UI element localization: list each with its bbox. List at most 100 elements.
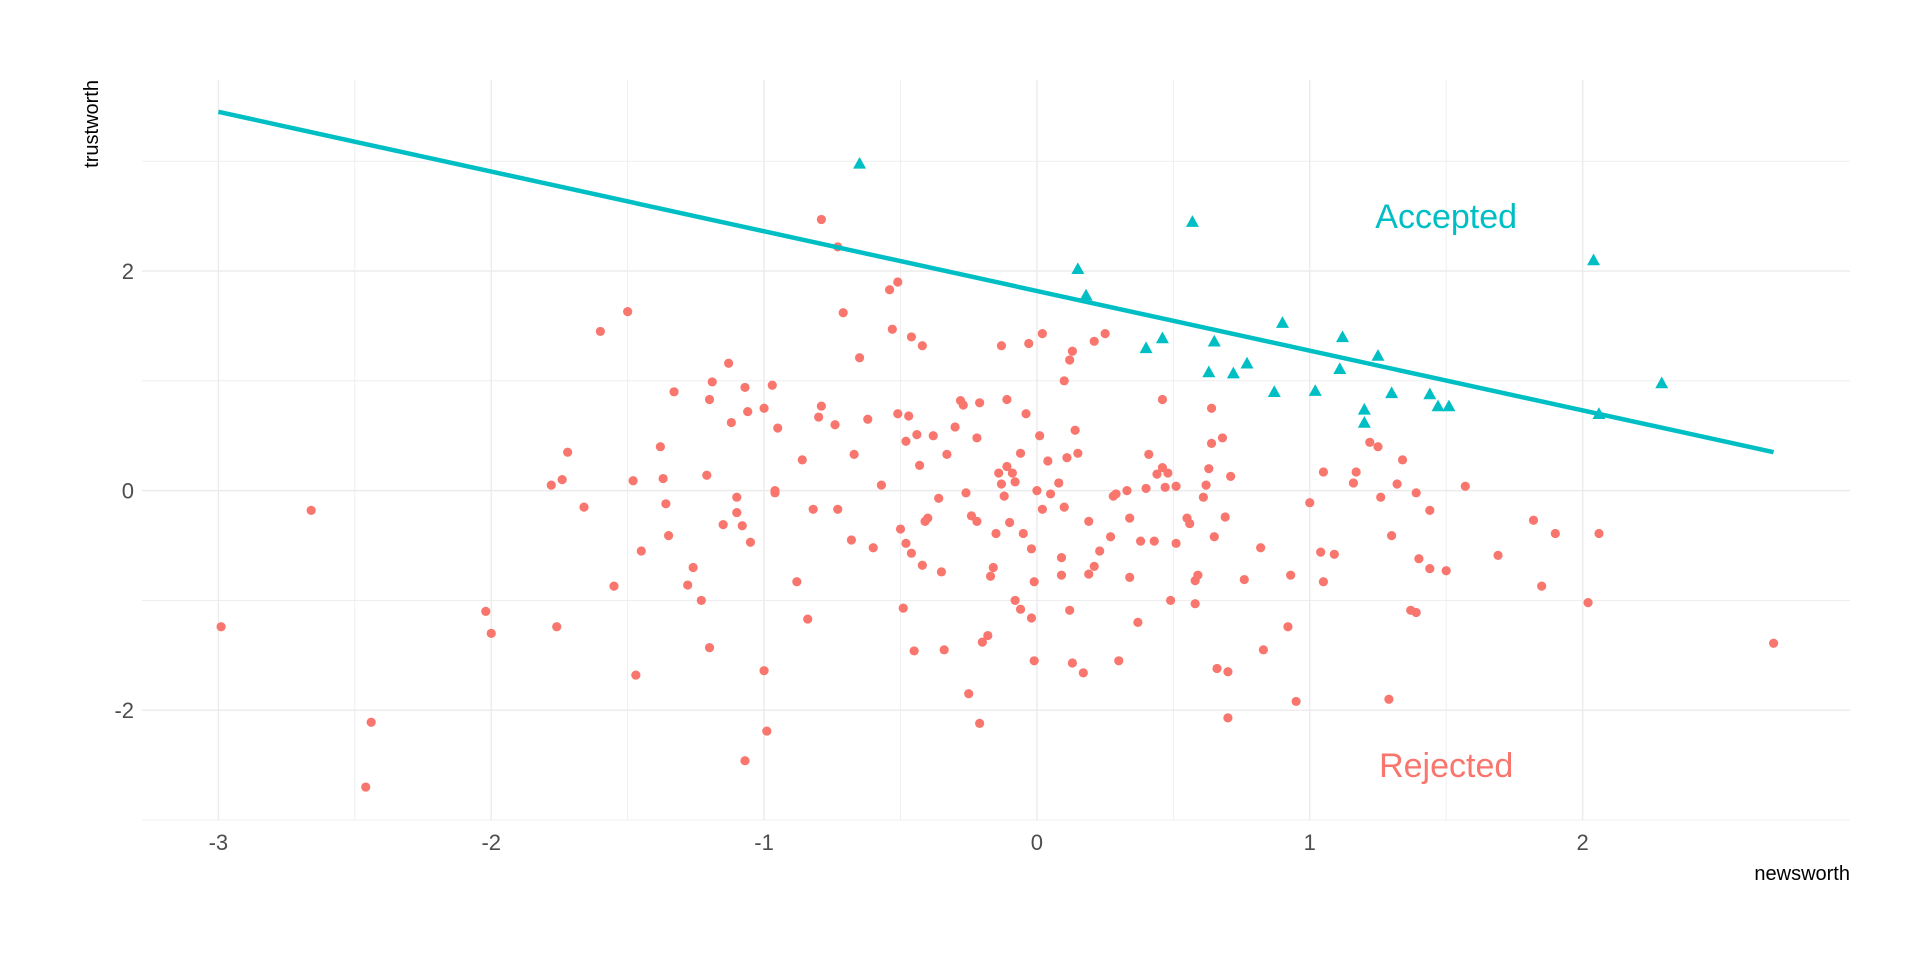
rejected-point <box>904 411 914 421</box>
accepted-point <box>1442 399 1456 412</box>
rejected-point <box>1198 492 1208 502</box>
rejected-point <box>762 726 772 736</box>
rejected-point <box>958 400 968 410</box>
rejected-point <box>702 470 712 480</box>
rejected-point <box>759 403 769 413</box>
rejected-point <box>1441 566 1451 576</box>
rejected-point <box>808 504 818 514</box>
rejected-point <box>887 324 897 334</box>
rejected-point <box>936 567 947 577</box>
rejected-point <box>1089 561 1099 571</box>
rejected-point <box>934 493 944 503</box>
accepted-point <box>1267 385 1281 398</box>
accepted-point <box>853 156 867 169</box>
rejected-point <box>1144 449 1154 459</box>
rejected-point <box>863 414 873 424</box>
rejected-point <box>816 214 826 225</box>
rejected-point <box>1305 498 1315 508</box>
rejected-point <box>942 449 952 459</box>
rejected-point <box>767 380 777 390</box>
rejected-point <box>1002 394 1012 405</box>
rejected-point <box>868 543 878 553</box>
rejected-point <box>1348 478 1359 488</box>
accepted-label: Accepted <box>1375 198 1517 236</box>
x-tick-label: -3 <box>209 830 229 855</box>
rejected-point <box>661 499 671 509</box>
rejected-point <box>1037 329 1047 339</box>
rejected-point <box>1029 577 1039 587</box>
rejected-point <box>988 562 998 573</box>
rejected-point <box>481 606 491 616</box>
rejected-point <box>1351 467 1361 477</box>
rejected-point <box>1149 536 1159 546</box>
rejected-point <box>1035 431 1045 441</box>
rejected-point <box>1163 468 1173 478</box>
rejected-point <box>1056 552 1067 563</box>
rejected-point <box>1015 604 1026 614</box>
rejected-point <box>1043 456 1053 466</box>
rejected-point <box>636 546 646 556</box>
rejected-point <box>906 332 917 342</box>
rejected-point <box>893 409 903 419</box>
rejected-point <box>983 630 993 641</box>
rejected-point <box>1171 481 1181 491</box>
rejected-point <box>745 537 756 547</box>
rejected-point <box>838 308 848 318</box>
rejected-point <box>991 528 1001 539</box>
rejected-point <box>972 516 982 526</box>
rejected-point <box>898 603 908 613</box>
accepted-point <box>1185 215 1199 227</box>
rejected-point <box>928 431 938 441</box>
rejected-point <box>1059 502 1069 512</box>
rejected-point <box>623 307 633 317</box>
rejected-point <box>1160 482 1170 492</box>
y-tick-label: 0 <box>122 479 134 504</box>
rejected-point <box>1258 645 1268 655</box>
rejected-point <box>1015 448 1026 458</box>
rejected-point <box>688 562 698 573</box>
rejected-point <box>1583 598 1593 608</box>
rejected-point <box>1217 433 1228 443</box>
accepted-point <box>1333 362 1347 374</box>
rejected-point <box>1387 531 1397 541</box>
rejected-point <box>1414 554 1424 564</box>
rejected-point <box>1024 338 1034 349</box>
rejected-point <box>1114 656 1124 666</box>
rejected-point <box>1206 403 1217 413</box>
rejected-point <box>628 476 638 486</box>
rejected-point <box>696 595 706 606</box>
rejected-point <box>1056 570 1067 580</box>
rejected-point <box>1318 577 1329 587</box>
rejected-point <box>740 756 750 766</box>
rejected-point <box>917 341 927 351</box>
rejected-point <box>557 475 567 485</box>
rejected-point <box>704 394 715 405</box>
rejected-point <box>1220 512 1230 522</box>
rejected-point <box>486 628 496 638</box>
rejected-point <box>1594 528 1604 539</box>
rejected-point <box>1365 437 1375 447</box>
rejected-series <box>216 214 1779 792</box>
rejected-point <box>631 670 641 680</box>
y-tick-label: -2 <box>114 698 134 723</box>
rejected-point <box>1084 516 1094 526</box>
rejected-point <box>849 449 859 459</box>
rejected-point <box>732 507 742 518</box>
rejected-point <box>1392 479 1402 489</box>
rejected-label: Rejected <box>1379 747 1513 785</box>
rejected-point <box>1073 448 1083 458</box>
y-axis-ticks: -2 0 2 <box>114 259 134 723</box>
rejected-point <box>726 417 736 428</box>
rejected-point <box>1141 483 1151 494</box>
accepted-point <box>1592 407 1606 419</box>
rejected-point <box>737 521 747 531</box>
rejected-point <box>1206 438 1217 449</box>
rejected-point <box>1166 595 1176 606</box>
accepted-point <box>1079 288 1093 301</box>
rejected-point <box>977 637 987 647</box>
accepted-point <box>1587 253 1601 266</box>
rejected-point <box>1125 513 1135 523</box>
rejected-point <box>961 488 971 498</box>
accepted-series <box>853 156 1669 428</box>
rejected-point <box>563 447 573 457</box>
